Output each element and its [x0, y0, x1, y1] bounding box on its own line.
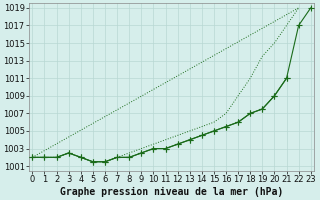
X-axis label: Graphe pression niveau de la mer (hPa): Graphe pression niveau de la mer (hPa)	[60, 186, 283, 197]
